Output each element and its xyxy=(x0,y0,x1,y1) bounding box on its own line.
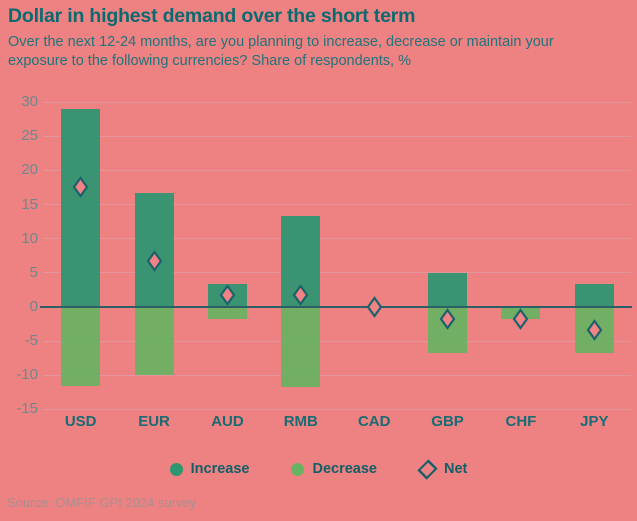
y-tick-label: 30 xyxy=(21,93,38,110)
legend-label-decrease: Decrease xyxy=(312,461,377,477)
y-tick-label: 10 xyxy=(21,229,38,247)
y-tick-label: -10 xyxy=(16,366,38,384)
net-diamond-jpy xyxy=(586,318,603,346)
page-title: Dollar in highest demand over the short … xyxy=(8,5,416,27)
x-axis-label-gbp: GBP xyxy=(431,413,464,430)
chart-subtitle: Over the next 12-24 months, are you plan… xyxy=(8,34,554,69)
x-axis-label-aud: AUD xyxy=(211,413,244,430)
net-diamond-aud xyxy=(219,284,236,311)
y-tick-label: -5 xyxy=(24,332,38,350)
zero-axis-line xyxy=(40,306,632,308)
y-tick-label: -15 xyxy=(16,400,38,418)
gridline--5 xyxy=(44,340,631,342)
chart-legend: Increase Decrease Net xyxy=(0,458,637,480)
y-tick-label: 0 xyxy=(29,298,38,315)
x-axis-label-cad: CAD xyxy=(357,413,391,430)
gridline-25 xyxy=(44,135,631,137)
net-diamond-cad xyxy=(366,296,383,323)
net-diamond-rmb xyxy=(292,284,309,311)
bar-decrease-usd xyxy=(61,307,101,386)
net-diamond-icon xyxy=(417,458,438,480)
legend-label-increase: Increase xyxy=(190,461,250,477)
bar-decrease-aud xyxy=(207,307,247,319)
y-tick-label: 15 xyxy=(21,195,38,213)
gridline--15 xyxy=(44,408,631,410)
net-diamond-gbp xyxy=(439,307,456,335)
gridline-5 xyxy=(44,272,631,274)
increase-dot-icon xyxy=(169,462,183,476)
y-tick-label: 20 xyxy=(21,161,38,179)
decrease-dot-icon xyxy=(291,462,305,476)
y-tick-label: 25 xyxy=(21,127,38,145)
gridline-20 xyxy=(44,169,631,171)
net-diamond-eur xyxy=(146,250,163,277)
source-text: Source: OMFIF GPI 2024 survey xyxy=(7,495,197,510)
legend-label-net: Net xyxy=(443,461,468,477)
net-diamond-chf xyxy=(512,307,529,335)
bar-increase-jpy xyxy=(574,284,614,307)
net-diamond-usd xyxy=(72,176,89,203)
bar-decrease-rmb xyxy=(281,307,321,387)
gridline-30 xyxy=(44,101,631,103)
x-axis-label-jpy: JPY xyxy=(580,413,609,430)
gridline-15 xyxy=(44,204,631,205)
bar-increase-eur xyxy=(134,192,174,307)
legend-item-increase: Increase xyxy=(169,461,250,477)
x-axis-label-rmb: RMB xyxy=(283,413,318,430)
legend-item-net: Net xyxy=(417,458,468,480)
x-axis-label-usd: USD xyxy=(64,413,97,430)
y-tick-label: 5 xyxy=(29,263,38,281)
bar-increase-usd xyxy=(61,108,101,307)
bar-increase-gbp xyxy=(428,272,468,307)
x-axis-label-eur: EUR xyxy=(138,413,170,430)
bar-decrease-eur xyxy=(134,307,174,376)
gridline--10 xyxy=(44,374,631,376)
legend-item-decrease: Decrease xyxy=(291,461,377,477)
gridline-10 xyxy=(44,238,631,240)
x-axis-label-chf: CHF xyxy=(505,413,537,430)
